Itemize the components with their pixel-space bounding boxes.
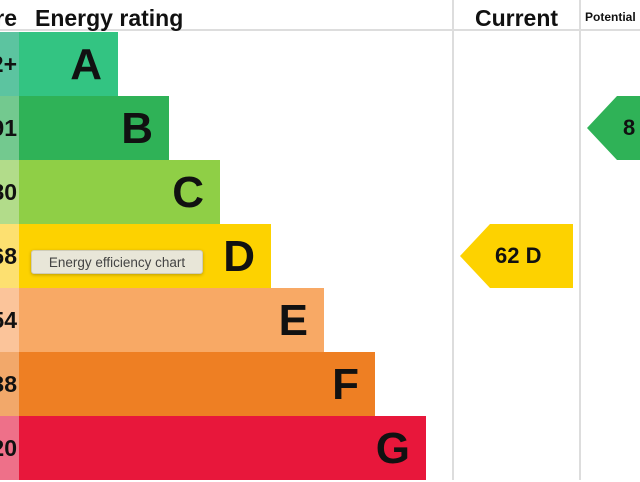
- score-header-label: Score: [0, 5, 17, 31]
- score-range: 81-91: [0, 115, 17, 141]
- column-divider: [579, 0, 581, 480]
- score-cell-b: 81-91: [0, 96, 19, 160]
- rating-bar-b: B: [19, 96, 169, 160]
- score-cell-c: 69-80: [0, 160, 19, 224]
- rating-bar-c: C: [19, 160, 220, 224]
- rating-bar-a: A: [19, 32, 118, 96]
- score-range: 21-38: [0, 371, 17, 397]
- rating-bar-e: E: [19, 288, 324, 352]
- score-cell-e: 39-54: [0, 288, 19, 352]
- current-rating-arrow: 62 D: [460, 224, 573, 288]
- column-divider: [452, 0, 454, 480]
- energy-rating-header: Energy rating: [19, 0, 453, 31]
- current-header: Current: [453, 0, 580, 31]
- potential-header: Potential: [581, 0, 640, 31]
- potential-rating-arrow: 8: [587, 96, 640, 160]
- score-range: 1-20: [0, 435, 17, 461]
- score-cell-a: 92+: [0, 32, 19, 96]
- score-header: Score: [0, 0, 19, 31]
- rating-bar-g: G: [19, 416, 426, 480]
- score-range: 39-54: [0, 307, 17, 333]
- tooltip: Energy efficiency chart: [31, 250, 203, 274]
- score-range: 69-80: [0, 179, 17, 205]
- rating-bar-f: F: [19, 352, 375, 416]
- score-range: 92+: [0, 51, 17, 77]
- score-range: 55-68: [0, 243, 17, 269]
- score-cell-f: 21-38: [0, 352, 19, 416]
- score-cell-g: 1-20: [0, 416, 19, 480]
- score-cell-d: 55-68: [0, 224, 19, 288]
